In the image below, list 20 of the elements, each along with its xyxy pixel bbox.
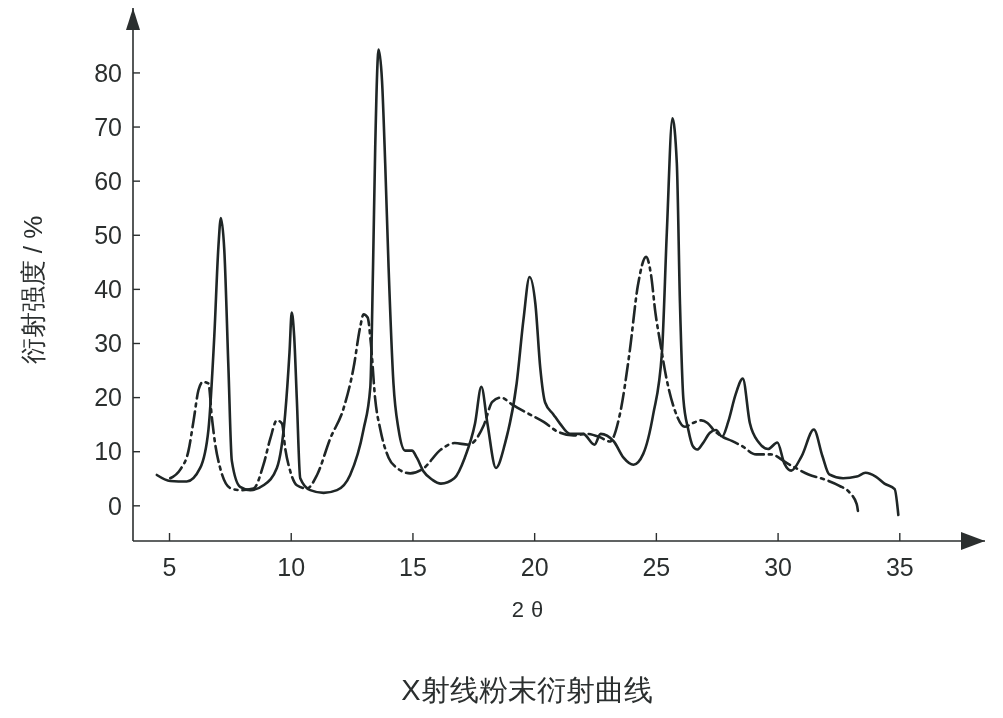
y-tick-label: 20 [94, 383, 122, 412]
x-tick-label: 35 [885, 553, 914, 581]
x-axis-title: 2θ [511, 597, 551, 622]
y-tick-label: 60 [94, 166, 122, 195]
text: X射线粉末衍射曲线 [401, 674, 653, 706]
x-tick-label: 15 [399, 553, 427, 581]
y-tick-label: 10 [94, 437, 122, 466]
x-tick-label: 30 [764, 553, 792, 581]
x-tick-label: 25 [642, 553, 671, 581]
y-tick-label: 80 [94, 58, 122, 87]
y-tick-label: 70 [94, 112, 122, 141]
x-tick-label: 5 [162, 553, 177, 581]
y-tick-label: 50 [94, 221, 122, 250]
y-axis-title: 衍射强度 / % [18, 215, 48, 365]
y-tick-label: 30 [94, 329, 122, 358]
x-tick-label: 10 [277, 553, 306, 581]
line-series [155, 48, 900, 517]
y-tick-label: 0 [108, 491, 122, 520]
x-tick-label: 20 [520, 553, 549, 581]
y-tick-label: 40 [94, 275, 122, 304]
